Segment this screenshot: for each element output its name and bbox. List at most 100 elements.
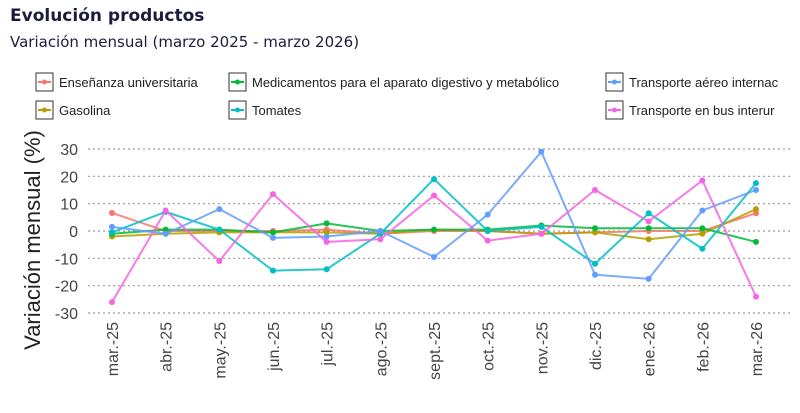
y-axis-label: Variación mensual (%): [20, 130, 45, 350]
legend-item: Enseñanza universitaria: [35, 72, 199, 92]
data-point: [699, 177, 706, 184]
data-point: [323, 233, 330, 240]
legend-label: Enseñanza universitaria: [59, 75, 199, 90]
y-tick-label: -20: [55, 279, 78, 296]
chart-title: Evolución productos: [10, 6, 205, 26]
data-point: [592, 271, 598, 278]
series-5: [109, 177, 759, 306]
data-point: [538, 230, 545, 237]
x-axis-ticks: mar.-25 abr.-25 may.-25 jun.-25 jul.-25 ago.-…: [105, 322, 766, 380]
data-point: [538, 223, 545, 230]
data-point: [699, 245, 706, 252]
data-point: [377, 236, 384, 243]
data-point: [216, 258, 223, 265]
x-tick-label: may.-25: [212, 322, 229, 379]
data-point: [323, 238, 330, 245]
series-lines: [109, 148, 759, 306]
data-point: [109, 299, 115, 306]
x-tick-label: ago.-25: [373, 322, 390, 376]
legend-item: Medicamentos para el aparato digestivo y…: [228, 72, 559, 92]
legend-dot-icon: [612, 79, 617, 85]
data-point: [109, 229, 115, 236]
data-point: [431, 253, 437, 260]
y-tick-label: 20: [60, 169, 78, 186]
series-4: [109, 148, 759, 282]
data-point: [484, 211, 491, 218]
legend-item: Transporte aéreo internac: [605, 72, 779, 92]
legend-item: Gasolina: [35, 100, 111, 120]
data-point: [162, 226, 169, 233]
legend-dot-icon: [235, 107, 240, 113]
y-tick-label: -10: [55, 251, 78, 268]
data-point: [753, 238, 759, 245]
x-tick-label: abr.-25: [159, 322, 176, 372]
data-point: [753, 187, 759, 193]
data-point: [645, 225, 652, 232]
data-point: [699, 207, 706, 214]
data-point: [323, 220, 330, 227]
x-tick-label: jul.-25: [320, 322, 337, 367]
x-tick-label: mar.-25: [105, 322, 122, 376]
x-tick-label: jun.-25: [266, 322, 283, 372]
data-point: [109, 223, 115, 230]
x-tick-label: oct.-25: [481, 322, 498, 371]
y-tick-label: 10: [60, 197, 78, 214]
legend-dot-icon: [612, 107, 617, 113]
legend-dot-icon: [42, 79, 47, 85]
chart-subtitle: Variación mensual (marzo 2025 - marzo 20…: [10, 33, 360, 51]
x-tick-label: feb.-26: [695, 322, 712, 372]
data-point: [323, 229, 330, 236]
data-point: [753, 210, 759, 217]
legend-item: Tomates: [228, 100, 302, 120]
data-point: [377, 228, 384, 234]
data-point: [270, 267, 276, 274]
legend-item: Transporte en bus interur: [605, 100, 775, 120]
legend-dot-icon: [235, 79, 240, 85]
data-point: [538, 148, 545, 155]
series-3: [109, 176, 759, 274]
data-point: [699, 225, 706, 232]
series-line: [111, 178, 757, 303]
legend-dot-icon: [42, 107, 47, 113]
data-point: [753, 206, 759, 213]
data-point: [162, 207, 169, 214]
data-point: [484, 237, 491, 244]
x-tick-label: nov.-25: [534, 322, 551, 374]
data-point: [484, 228, 491, 234]
data-point: [270, 229, 276, 236]
data-point: [162, 230, 169, 237]
y-tick-label: 30: [60, 142, 78, 159]
legend: Enseñanza universitaria Gasolina Medicamen…: [35, 72, 779, 120]
data-point: [323, 266, 330, 273]
x-tick-label: mar.-26: [749, 322, 766, 376]
data-point: [109, 209, 115, 216]
y-tick-label: 0: [69, 224, 78, 241]
y-tick-label: -30: [55, 306, 78, 323]
x-tick-label: sept.-25: [427, 322, 444, 380]
data-point: [431, 176, 437, 183]
data-point: [645, 218, 652, 225]
data-point: [645, 236, 652, 243]
x-tick-label: ene.-26: [642, 322, 659, 376]
data-point: [270, 234, 276, 241]
legend-label: Tomates: [252, 103, 302, 118]
legend-label: Transporte en bus interur: [629, 103, 775, 118]
legend-label: Transporte aéreo internac: [629, 75, 779, 90]
data-point: [431, 192, 437, 199]
legend-label: Medicamentos para el aparato digestivo y…: [252, 75, 559, 90]
data-point: [753, 180, 759, 187]
data-point: [592, 187, 598, 193]
data-point: [592, 260, 598, 267]
data-point: [645, 275, 652, 282]
data-point: [216, 226, 223, 233]
data-point: [592, 225, 598, 232]
x-tick-label: dic.-25: [588, 322, 605, 370]
legend-label: Gasolina: [59, 103, 111, 118]
data-point: [592, 229, 598, 236]
y-axis-ticks: 30 20 10 0 -10 -20 -30: [55, 142, 78, 323]
data-point: [431, 226, 437, 233]
data-point: [753, 293, 759, 300]
data-point: [270, 191, 276, 198]
data-point: [699, 230, 706, 237]
